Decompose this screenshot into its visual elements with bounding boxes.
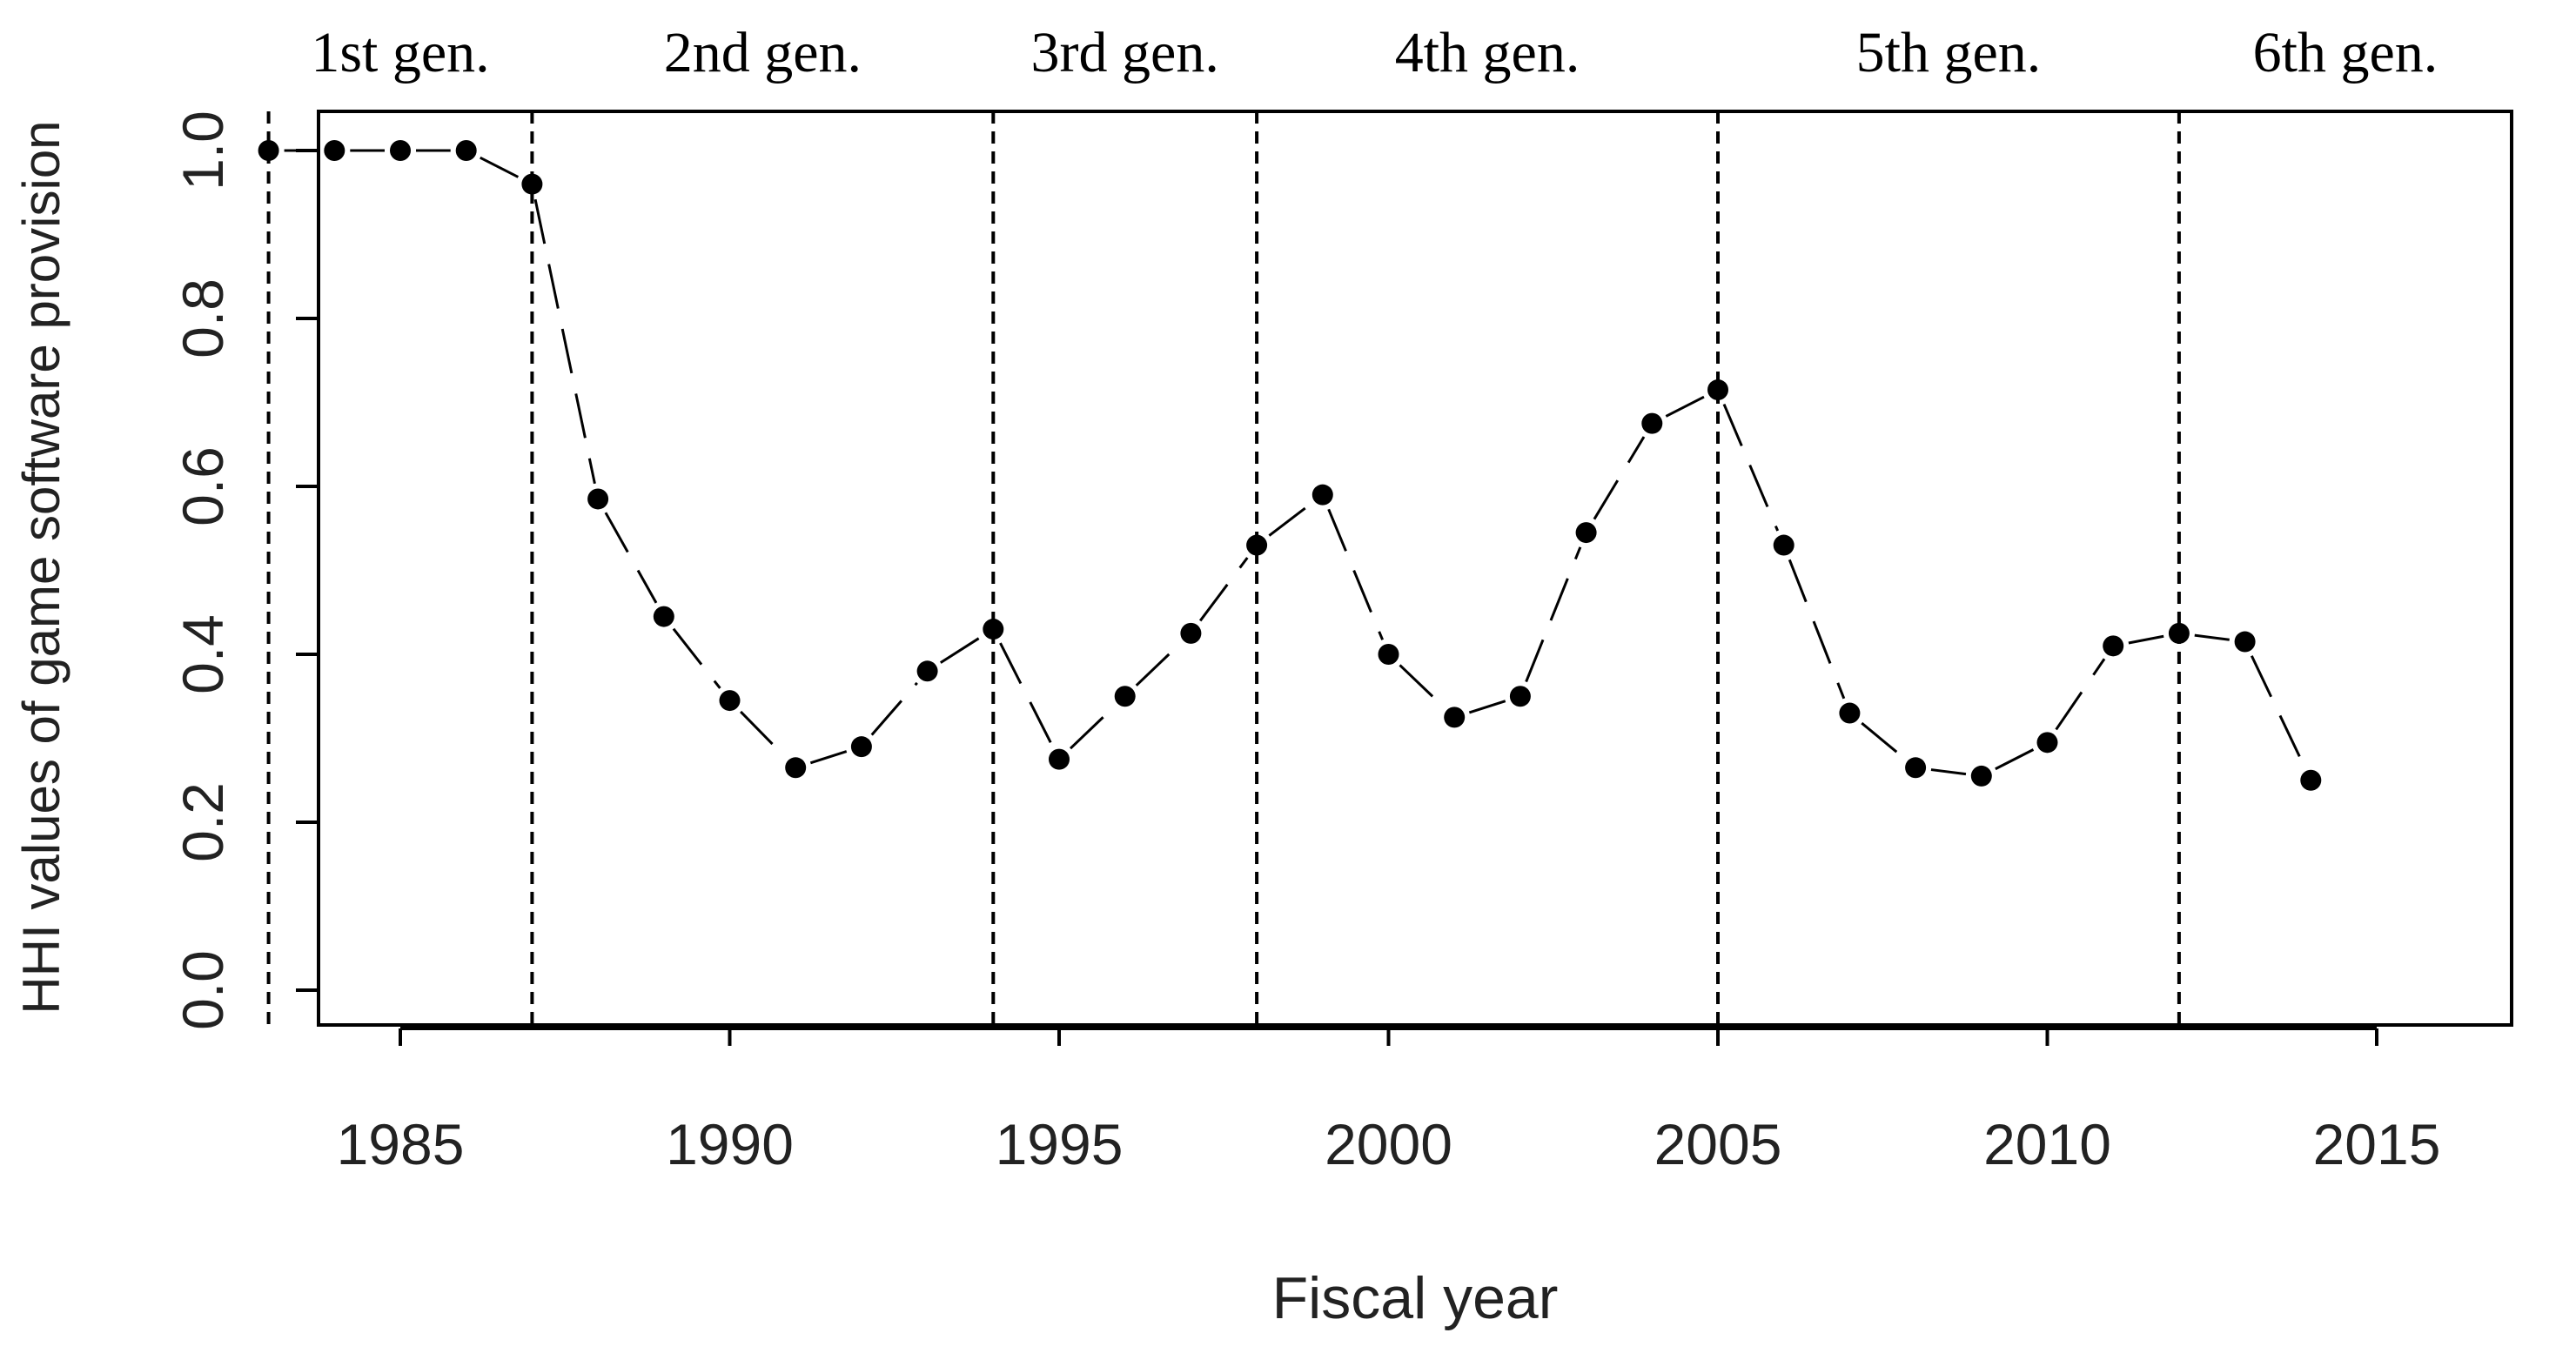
data-point-2011 [2103, 635, 2124, 657]
data-line-segment-25 [1861, 721, 1905, 759]
data-line-segment-11 [939, 636, 981, 664]
data-point-1991 [785, 757, 807, 779]
data-point-2000 [1378, 644, 1399, 665]
y-tick-label-3: 0.6 [171, 446, 235, 526]
data-line-segment-28 [2055, 658, 2106, 731]
x-tick-label-2015: 2015 [2313, 1112, 2441, 1176]
data-point-1986 [455, 140, 477, 161]
generation-label-2: 2nd gen. [664, 21, 862, 84]
y-tick-label-2: 0.4 [171, 614, 235, 694]
generation-label-3: 3rd gen. [1031, 21, 1219, 84]
generation-divider-lines [266, 111, 2181, 1025]
data-point-1995 [1049, 748, 1070, 770]
data-point-1988 [587, 488, 609, 510]
data-point-1998 [1246, 534, 1268, 556]
data-point-1999 [1311, 484, 1333, 506]
generation-label-6: 6th gen. [2253, 21, 2438, 84]
data-points-group [258, 140, 2322, 791]
data-line-segment-12 [999, 642, 1054, 747]
data-line-segment-4 [480, 156, 520, 178]
y-tick-label-1: 0.2 [171, 782, 235, 862]
data-point-2014 [2300, 769, 2322, 791]
data-line-segment-22 [1665, 395, 1705, 418]
x-tick-label-1990: 1990 [666, 1112, 794, 1176]
y-tick-label-0: 0.0 [171, 950, 235, 1030]
data-line-segment-6 [604, 512, 658, 604]
data-line-segment-18 [1399, 664, 1445, 708]
data-line-segment-31 [2250, 655, 2305, 767]
data-point-2006 [1773, 534, 1794, 556]
data-point-1985 [390, 140, 411, 161]
data-line-segment-30 [2194, 633, 2230, 641]
y-axis-label: HHI values of game software provision [12, 120, 70, 1014]
data-line-segment-10 [870, 681, 918, 736]
data-point-2013 [2234, 631, 2256, 653]
x-tick-label-2010: 2010 [1983, 1112, 2111, 1176]
data-point-1993 [916, 660, 938, 682]
data-point-1990 [719, 690, 741, 712]
data-line-segment-13 [1069, 706, 1115, 750]
data-point-1984 [324, 140, 345, 161]
generation-label-1: 1st gen. [311, 21, 489, 84]
generation-label-5: 5th gen. [1856, 21, 2042, 84]
data-line-segment-15 [1198, 557, 1249, 622]
data-line-group [284, 149, 2305, 776]
data-line-segment-27 [1995, 748, 2035, 771]
data-line-segment-21 [1593, 436, 1646, 520]
y-tick-label-5: 1.0 [171, 111, 235, 191]
y-tick-label-4: 0.8 [171, 278, 235, 358]
data-line-segment-29 [2128, 634, 2164, 645]
data-line-segment-19 [1468, 700, 1506, 714]
x-tick-label-1985: 1985 [337, 1112, 465, 1176]
x-tick-label-2000: 2000 [1325, 1112, 1452, 1176]
data-point-1994 [983, 619, 1004, 640]
generation-label-4: 4th gen. [1395, 21, 1580, 84]
data-point-2001 [1444, 707, 1466, 728]
data-line-segment-8 [740, 710, 786, 758]
data-point-1983 [258, 140, 279, 161]
data-line-segment-14 [1135, 643, 1181, 687]
data-point-1992 [850, 736, 872, 758]
data-point-1996 [1114, 686, 1136, 707]
data-line-segment-5 [533, 198, 596, 485]
data-point-2009 [1970, 765, 1992, 787]
data-line-segment-26 [1930, 768, 1967, 776]
data-point-1997 [1180, 622, 1202, 644]
x-axis-label: Fiscal year [1272, 1265, 1559, 1331]
x-axis: 1985 1990 1995 2000 2005 2010 2015 [337, 1027, 2441, 1176]
data-point-2004 [1641, 412, 1663, 434]
generation-labels: 1st gen. 2nd gen. 3rd gen. 4th gen. 5th gen.… [311, 21, 2438, 84]
data-point-2005 [1707, 379, 1728, 401]
data-point-2012 [2168, 622, 2190, 644]
x-tick-label-1995: 1995 [996, 1112, 1124, 1176]
data-line-segment-9 [809, 750, 848, 765]
data-line-segment-24 [1788, 559, 1846, 700]
x-tick-label-2005: 2005 [1654, 1112, 1782, 1176]
data-point-2007 [1839, 702, 1861, 724]
y-axis: 0.0 0.2 0.4 0.6 0.8 1.0 [171, 111, 320, 1030]
data-point-1989 [653, 606, 674, 627]
data-line-segment-7 [672, 627, 721, 689]
data-line-segment-23 [1722, 404, 1780, 532]
data-line-segment-20 [1525, 546, 1582, 683]
data-line-segment-16 [1268, 503, 1311, 537]
data-point-2010 [2036, 732, 2058, 754]
data-line-segment-17 [1327, 508, 1385, 640]
data-point-2003 [1575, 522, 1597, 544]
data-point-1987 [521, 173, 543, 195]
data-point-2002 [1509, 686, 1531, 707]
data-point-2008 [1905, 757, 1927, 779]
